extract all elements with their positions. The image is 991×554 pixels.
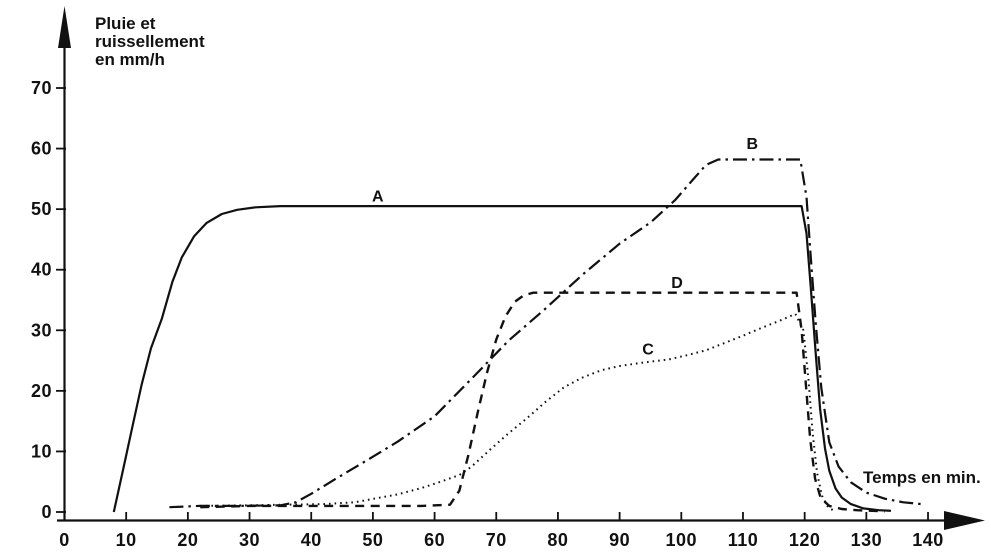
y-tick-label: 20 [31,381,52,401]
x-axis-arrow-icon [944,511,985,530]
x-tick-label: 100 [666,530,698,550]
y-axis-title-line-3: en mm/h [95,50,165,69]
y-axis-title-line-2: ruissellement [95,32,205,51]
curve-b-label: B [746,136,758,153]
y-tick-label: 70 [31,78,52,98]
y-axis-title: Pluie et ruissellement en mm/h [95,14,205,69]
x-tick-label: 120 [789,530,821,550]
x-axis-ticks: 0 10 20 30 40 50 60 70 80 90 100 110 120 130 140 [59,512,944,550]
x-axis: 0 10 20 30 40 50 60 70 80 90 100 110 120 130 140 [57,511,985,550]
x-tick-label: 140 [912,530,944,550]
x-axis-title: Temps en min. [863,468,981,487]
series-group: A B C D [112,136,923,513]
x-tick-label: 50 [362,530,383,550]
x-tick-label: 10 [116,530,137,550]
y-tick-label: 40 [31,260,52,280]
x-tick-label: 20 [177,530,198,550]
curve-d-label: D [671,275,683,292]
x-tick-label: 70 [486,530,507,550]
y-tick-label: 10 [31,441,52,461]
x-tick-label: 90 [609,530,630,550]
y-axis-ticks: 0 10 20 30 40 50 60 70 [31,78,66,522]
y-tick-label: 30 [31,320,52,340]
y-tick-label: 0 [41,502,52,522]
x-tick-label: 60 [424,530,445,550]
x-tick-label: 80 [547,530,568,550]
series-b-line [169,158,923,509]
y-axis-arrow-icon [58,6,71,48]
x-tick-label: 110 [728,530,759,550]
curve-a-label: A [372,188,384,205]
y-tick-label: 50 [31,199,52,219]
curve-c-label: C [642,342,654,359]
y-axis-title-line-1: Pluie et [95,14,156,33]
series-c-line [200,312,834,512]
y-tick-label: 60 [31,139,52,159]
x-tick-label: 40 [301,530,322,550]
x-tick-label: 0 [59,530,70,550]
series-d-line [200,291,885,513]
series-a-line [112,205,892,513]
x-tick-label: 30 [239,530,260,550]
x-tick-label: 130 [851,530,883,550]
y-axis: 0 10 20 30 40 50 60 70 [31,6,71,522]
